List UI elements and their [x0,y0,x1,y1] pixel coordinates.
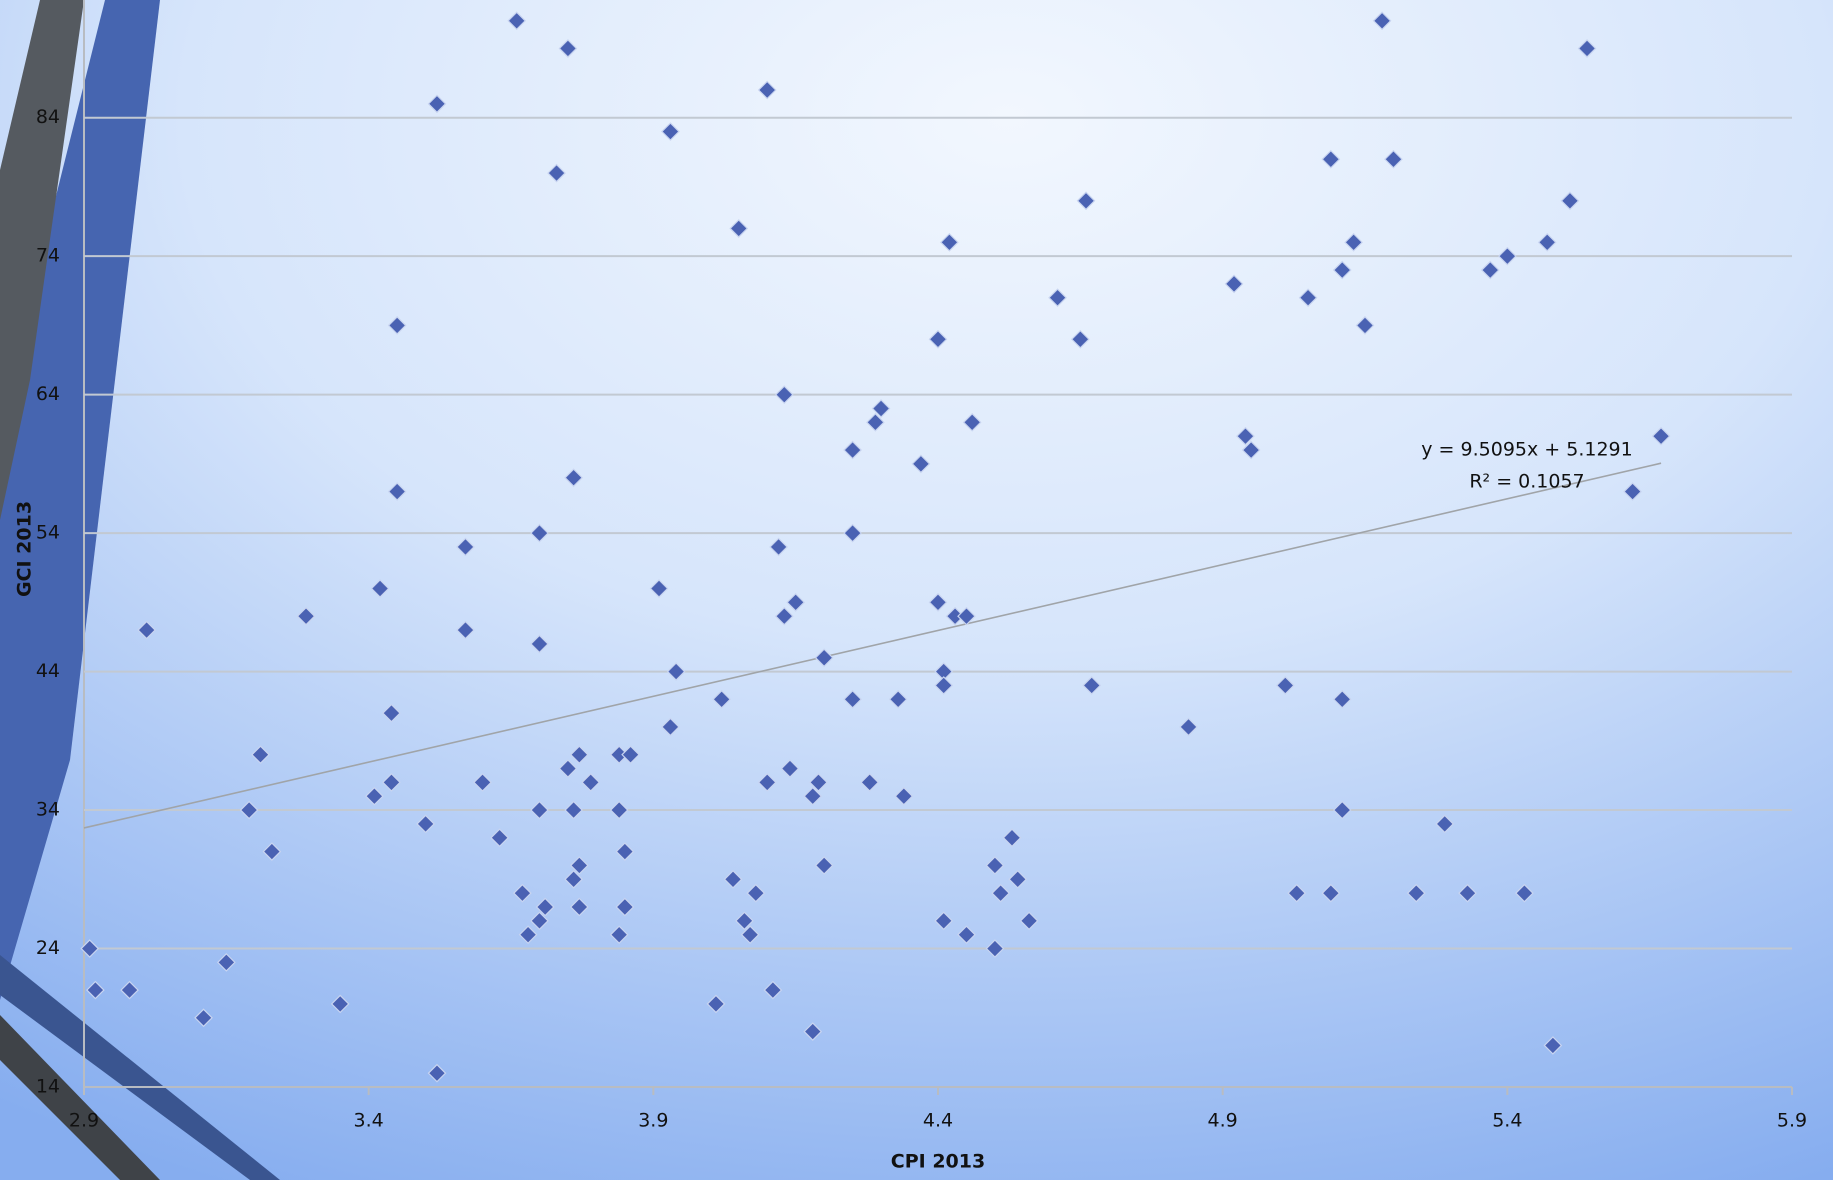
y-tick-label: 54 [36,522,60,544]
trendline-equation: y = 9.5095x + 5.1291 [1421,439,1632,461]
x-tick-label: 3.9 [638,1110,668,1132]
x-tick-label: 4.9 [1208,1110,1238,1132]
y-tick-label: 34 [36,799,60,821]
x-tick-label: 5.9 [1777,1110,1807,1132]
x-tick-label: 4.4 [923,1110,953,1132]
x-axis-title: CPI 2013 [891,1151,985,1173]
y-axis-title: GCI 2013 [14,501,36,597]
y-tick-label: 24 [36,937,60,959]
chart: CPI 2013 GCI 2013 14 24 34 44 54 64 74 84 2.9 3.4… [0,0,1833,1180]
trendline-r2: R² = 0.1057 [1469,471,1584,493]
y-tick-label: 44 [36,660,60,682]
y-tick-label: 74 [36,245,60,267]
page: CPI 2013 GCI 2013 14 24 34 44 54 64 74 84 2.9 3.4… [0,0,1833,1180]
x-tick-label: 2.9 [69,1110,99,1132]
x-tick-label: 5.4 [1492,1110,1522,1132]
y-tick-label: 14 [36,1076,60,1098]
y-tick-label: 84 [36,106,60,128]
background [0,0,1833,1180]
x-tick-label: 3.4 [354,1110,384,1132]
y-tick-label: 64 [36,383,60,405]
